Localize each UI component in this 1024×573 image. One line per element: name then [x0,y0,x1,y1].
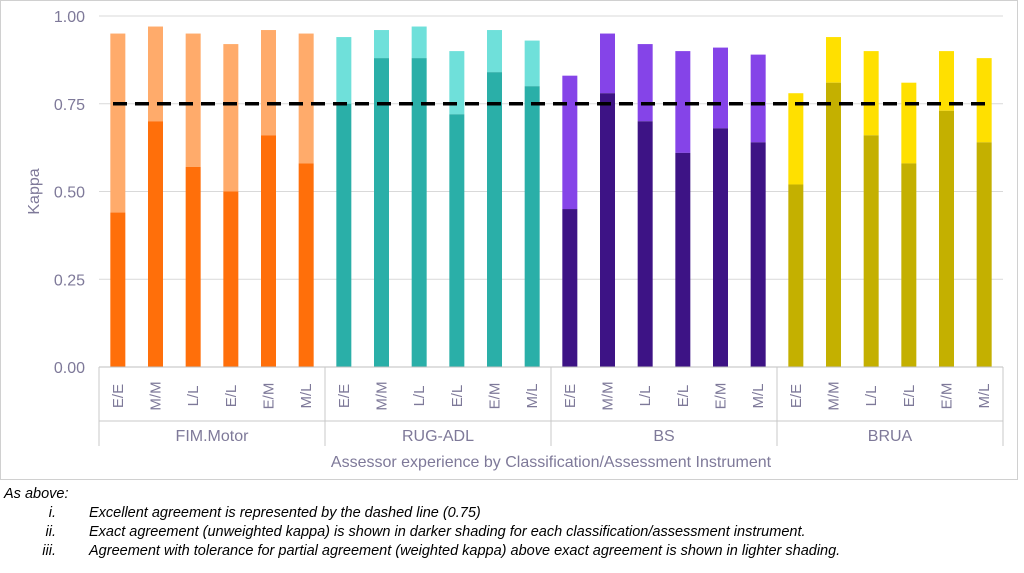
bar-weighted-segment [524,40,540,87]
notes-lead: As above: [4,486,69,502]
group-label: BRUA [868,428,913,445]
bar-exact-segment [675,152,691,367]
bar-weighted-segment [788,93,804,185]
x-tick-label: E/M [939,383,956,410]
note-item-2: ii. Exact agreement (unweighted kappa) i… [4,523,1022,542]
bar-exact-segment [826,82,841,367]
x-tick-label: L/L [411,386,428,407]
bar-weighted-segment [976,58,992,143]
bar-weighted-segment [826,37,841,83]
bar-weighted-segment [637,44,653,122]
bar-exact-segment [901,163,917,367]
x-tick-label: M/M [826,381,843,410]
bar-weighted-segment [110,33,126,213]
bar-exact-segment [939,110,954,368]
bar-exact-segment [863,135,879,367]
group-label: BS [653,428,674,445]
x-tick-label: M/M [374,381,391,410]
chart-frame: 0.00 0.25 0.50 0.75 1.00 Kappa E/E M/M L/L E/L E/M… [0,0,1018,480]
bar-weighted-segment [449,51,465,115]
note-text: Agreement with tolerance for partial agr… [89,543,841,559]
bar-weighted-segment [750,54,766,143]
x-tick-label: E/M [261,383,278,410]
x-tick-label: E/E [562,384,579,408]
group-label: FIM.Motor [176,428,250,445]
bar-weighted-segment [336,37,352,104]
bar-exact-segment [788,184,804,367]
bar-exact-segment [562,209,578,367]
bar-weighted-segment [939,51,954,111]
note-item-1: i. Excellent agreement is represented by… [4,504,1022,523]
bar-weighted-segment [713,47,728,129]
bar-exact-segment [750,142,766,367]
bar-weighted-segment [298,33,314,164]
x-tick-label: M/M [148,381,165,410]
y-axis-title: Kappa [26,168,43,214]
note-text: Exact agreement (unweighted kappa) is sh… [89,524,806,540]
x-tick-label: E/L [675,385,692,408]
x-tick-label: M/L [750,383,767,408]
bar-exact-segment [487,72,502,367]
bar-weighted-segment [185,33,201,167]
bar-exact-segment [411,58,427,368]
bar-weighted-segment [374,30,389,59]
y-tick-label: 0.50 [54,185,85,202]
group-label: RUG-ADL [402,428,474,445]
bar-exact-segment [336,103,352,367]
bar-weighted-segment [223,44,239,192]
note-item-3: iii. Agreement with tolerance for partia… [4,542,1022,561]
bar-exact-segment [261,135,276,367]
bar-exact-segment [374,58,389,368]
bar-weighted-segment [675,51,691,153]
bar-exact-segment [713,128,728,367]
x-tick-label: M/L [298,383,315,408]
bar-exact-segment [298,163,314,367]
bar-exact-segment [637,121,653,367]
bar-weighted-segment [562,75,578,210]
x-tick-label: E/E [336,384,353,408]
bar-weighted-segment [411,26,427,59]
y-tick-label: 0.00 [54,360,85,377]
x-tick-label: E/L [223,385,240,408]
bar-exact-segment [600,93,615,367]
x-tick-label: M/L [524,383,541,408]
x-tick-label: M/L [976,383,993,408]
bar-exact-segment [148,121,163,367]
bar-exact-segment [976,142,992,367]
bar-exact-segment [449,114,465,367]
y-tick-label: 0.75 [54,97,85,114]
x-tick-label: E/E [110,384,127,408]
bar-weighted-segment [901,82,917,164]
x-tick-label: L/L [185,386,202,407]
x-tick-label: L/L [637,386,654,407]
bar-weighted-segment [261,30,276,136]
bar-exact-segment [110,212,126,367]
note-number: iii. [42,543,56,559]
x-tick-label: E/L [449,385,466,408]
note-number: i. [48,505,56,521]
x-axis-title: Assessor experience by Classification/As… [331,454,772,471]
bar-weighted-segment [863,51,879,136]
x-tick-label: L/L [863,386,880,407]
y-tick-label: 1.00 [54,9,85,26]
note-text: Excellent agreement is represented by th… [89,505,481,521]
bar-exact-segment [524,86,540,367]
bar-weighted-segment [148,26,163,122]
bar-exact-segment [185,166,201,367]
x-tick-label: E/M [713,383,730,410]
chart-notes: As above: i. Excellent agreement is repr… [4,484,1022,561]
x-tick-label: E/M [487,383,504,410]
x-tick-label: E/E [788,384,805,408]
bar-weighted-segment [487,30,502,73]
note-number: ii. [45,524,56,540]
y-tick-label: 0.25 [54,272,85,289]
x-tick-label: M/M [600,381,617,410]
bar-exact-segment [223,191,239,367]
kappa-bar-chart: 0.00 0.25 0.50 0.75 1.00 Kappa E/E M/M L/L E/L E/M… [26,9,1004,471]
bar-weighted-segment [600,33,615,94]
x-tick-label: E/L [901,385,918,408]
